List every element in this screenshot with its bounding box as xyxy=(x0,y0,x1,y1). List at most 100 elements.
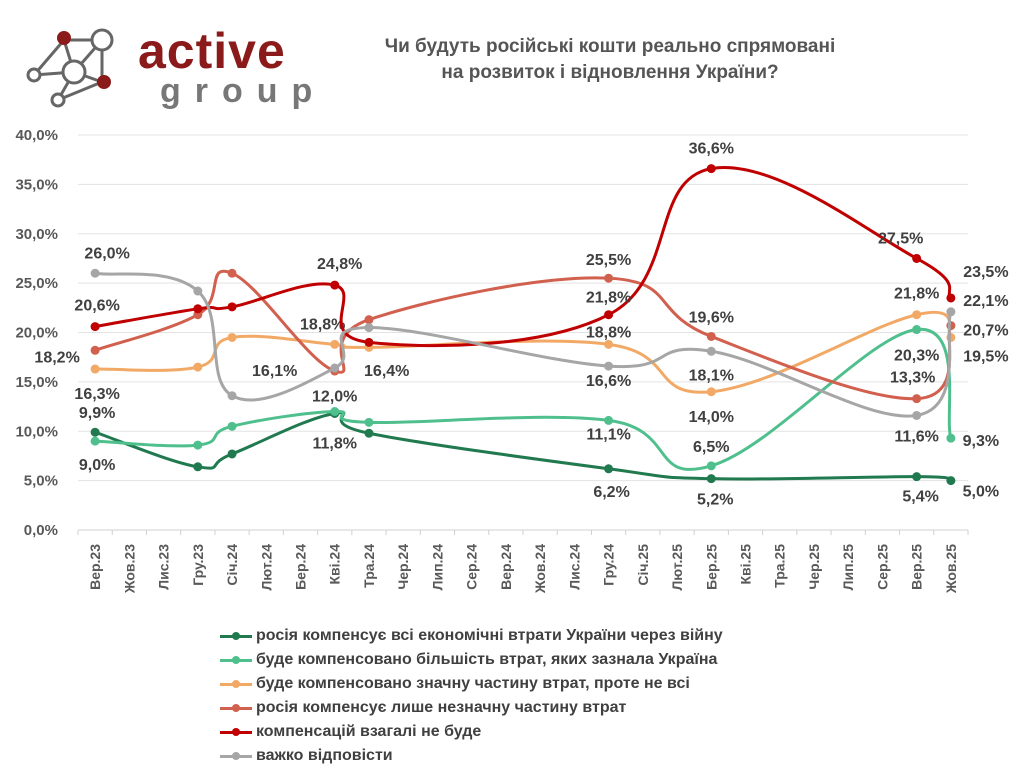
legend-label: буде компенсовано більшість втрат, яких … xyxy=(256,651,718,668)
legend-item: буде компенсовано більшість втрат, яких … xyxy=(220,648,723,672)
data-label: 16,1% xyxy=(252,363,297,380)
legend-label: компенсацій взагалі не буде xyxy=(256,723,482,740)
series-line xyxy=(94,165,953,348)
data-point xyxy=(604,339,614,349)
data-label: 20,6% xyxy=(74,298,119,315)
series-6: 26,0% 16,4% 16,6% 18,1% 11,6% 22,1% xyxy=(84,245,1008,445)
data-point xyxy=(912,394,922,404)
data-point xyxy=(90,364,100,374)
x-tick-label: Жов.24 xyxy=(532,544,548,594)
data-point xyxy=(193,440,203,450)
data-point xyxy=(706,474,716,484)
x-tick-label: Чер.24 xyxy=(395,544,411,590)
data-label: 26,0% xyxy=(84,245,129,262)
x-tick-label: Лис.24 xyxy=(566,544,582,590)
legend-line-marker-icon xyxy=(220,655,252,664)
legend-line-marker-icon xyxy=(220,727,252,736)
data-label: 16,3% xyxy=(74,386,119,403)
data-label: 6,5% xyxy=(693,439,729,456)
logo-text-group: group xyxy=(160,72,327,110)
data-label: 27,5% xyxy=(878,230,923,247)
data-point xyxy=(227,268,237,278)
data-label: 24,8% xyxy=(317,256,362,273)
data-point xyxy=(90,427,100,437)
x-tick-label: Сер.25 xyxy=(874,544,890,590)
data-point xyxy=(227,421,237,431)
data-point xyxy=(706,461,716,471)
legend-item: росія компенсує лише незначну частину вт… xyxy=(220,696,723,720)
legend-label: росія компенсує всі економічні втрати Ук… xyxy=(256,627,723,644)
data-label: 25,5% xyxy=(586,252,631,269)
data-point xyxy=(946,307,956,317)
x-tick-label: Лис.23 xyxy=(156,544,172,590)
y-tick-label: 25,0% xyxy=(15,275,58,292)
active-group-logo: active group xyxy=(20,20,312,115)
legend-label: росія компенсує лише незначну частину вт… xyxy=(256,699,627,716)
x-tick-label: Вер.24 xyxy=(498,544,514,590)
data-label: 18,8% xyxy=(300,316,345,333)
network-logo-icon xyxy=(26,28,114,108)
data-point xyxy=(912,472,922,482)
data-label: 6,2% xyxy=(593,484,629,501)
legend-label: важко відповісти xyxy=(256,747,393,764)
x-tick-label: Бер.25 xyxy=(703,544,719,590)
x-tick-label: Вер.23 xyxy=(87,544,103,590)
x-tick-label: Вер.25 xyxy=(909,544,925,590)
data-label: 19,6% xyxy=(689,309,734,326)
x-tick-label: Січ.24 xyxy=(224,544,240,586)
series-5: 20,6% 24,8% 21,8% 36,6% 27,5% 23,5% xyxy=(74,141,1009,348)
data-label: 11,1% xyxy=(586,426,630,443)
data-point xyxy=(364,428,374,438)
title-line-2: на розвиток і відновлення України? xyxy=(441,62,779,83)
data-point xyxy=(604,273,614,283)
data-label: 14,0% xyxy=(689,409,734,426)
data-label: 18,1% xyxy=(689,367,734,384)
data-point xyxy=(912,310,922,320)
data-point xyxy=(604,361,614,371)
y-tick-label: 40,0% xyxy=(15,127,58,144)
series-line xyxy=(94,271,953,418)
series-2: 9,0% 12,0% 11,1% 6,5% 20,3% 9,3% xyxy=(79,325,999,474)
x-tick-label: Тра.24 xyxy=(361,544,377,588)
data-label: 9,9% xyxy=(79,405,115,422)
data-point xyxy=(912,410,922,420)
x-tick-label: Тра.25 xyxy=(772,544,788,588)
data-label: 21,8% xyxy=(586,290,631,307)
x-tick-label: Січ.25 xyxy=(635,544,651,586)
data-label: 20,3% xyxy=(894,348,939,365)
data-label: 5,4% xyxy=(902,489,938,506)
data-label: 12,0% xyxy=(312,389,357,406)
y-tick-label: 0,0% xyxy=(24,522,58,539)
data-label: 19,5% xyxy=(963,348,1008,365)
data-point xyxy=(364,337,374,347)
data-label: 18,2% xyxy=(34,349,79,366)
data-point xyxy=(90,268,100,278)
data-point xyxy=(193,462,203,472)
data-label: 21,8% xyxy=(894,286,939,303)
data-label: 22,1% xyxy=(963,293,1008,310)
data-label: 36,6% xyxy=(689,141,734,158)
data-point xyxy=(946,293,956,303)
x-tick-label: Кві.25 xyxy=(738,544,754,585)
x-tick-label: Жов.25 xyxy=(943,544,959,594)
y-tick-label: 5,0% xyxy=(24,473,58,490)
y-tick-label: 15,0% xyxy=(15,374,58,391)
data-point xyxy=(946,433,956,443)
y-tick-label: 10,0% xyxy=(15,423,58,440)
data-point xyxy=(706,387,716,397)
data-point xyxy=(90,436,100,446)
legend-item: росія компенсує всі економічні втрати Ук… xyxy=(220,624,723,648)
series-1: 9,9% 11,8% 6,2% 5,2% 5,4% 5,0% xyxy=(79,405,999,508)
data-point xyxy=(364,417,374,427)
x-tick-label: Лют.24 xyxy=(258,544,274,591)
legend-line-marker-icon xyxy=(220,751,252,760)
line-chart: 0,0% 5,0% 10,0% 15,0% 20,0% 25,0% 30,0% 35,0% 40… xyxy=(15,127,1009,594)
legend-item: буде компенсовано значну частину втрат, … xyxy=(220,672,723,696)
data-point xyxy=(912,325,922,335)
series-line xyxy=(94,411,952,483)
data-point xyxy=(604,415,614,425)
data-label: 18,8% xyxy=(586,324,631,341)
data-point xyxy=(227,449,237,459)
data-point xyxy=(364,315,374,325)
data-point xyxy=(706,164,716,174)
